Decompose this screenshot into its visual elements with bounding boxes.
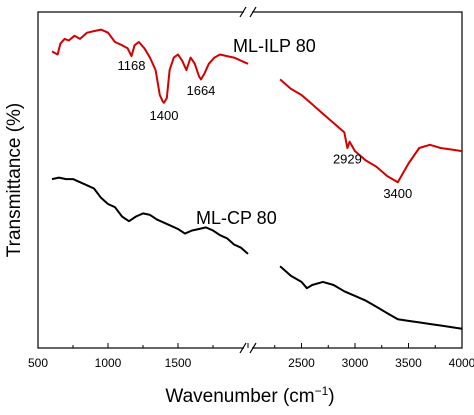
- x-tick-label: 2500: [288, 356, 315, 370]
- x-tick-label: 4000: [449, 356, 474, 370]
- x-axis-title: Wavenumber (cm−1): [165, 384, 334, 407]
- peak-label: 1168: [118, 58, 146, 73]
- x-tick-label: 1500: [165, 356, 192, 370]
- x-tick-label: 1000: [95, 356, 122, 370]
- series-line-ml-ilp-80: [51, 28, 249, 104]
- axis-break-mark: [239, 342, 247, 354]
- series-label-ml-ilp-80: ML-ILP 80: [233, 36, 316, 56]
- series-line-ml-ilp-80: [279, 78, 463, 184]
- axis-break-mark: [249, 342, 257, 354]
- x-tick-label: 3000: [342, 356, 369, 370]
- axis-break-gap: [244, 9, 252, 15]
- axis-break-mark: [249, 6, 257, 18]
- series-line-ml-cp-80: [279, 265, 463, 330]
- peak-label: 3400: [383, 186, 412, 201]
- series-line-ml-cp-80: [51, 176, 249, 255]
- x-tick-label: 500: [28, 356, 48, 370]
- axis-break-mark: [239, 6, 247, 18]
- peak-label: 1400: [150, 108, 179, 123]
- x-tick-label: 3500: [395, 356, 422, 370]
- series-label-ml-cp-80: ML-CP 80: [196, 208, 277, 228]
- peak-label: 2929: [333, 152, 362, 167]
- y-axis-title: Transmittance (%): [4, 103, 25, 258]
- peak-label: 1664: [186, 83, 215, 98]
